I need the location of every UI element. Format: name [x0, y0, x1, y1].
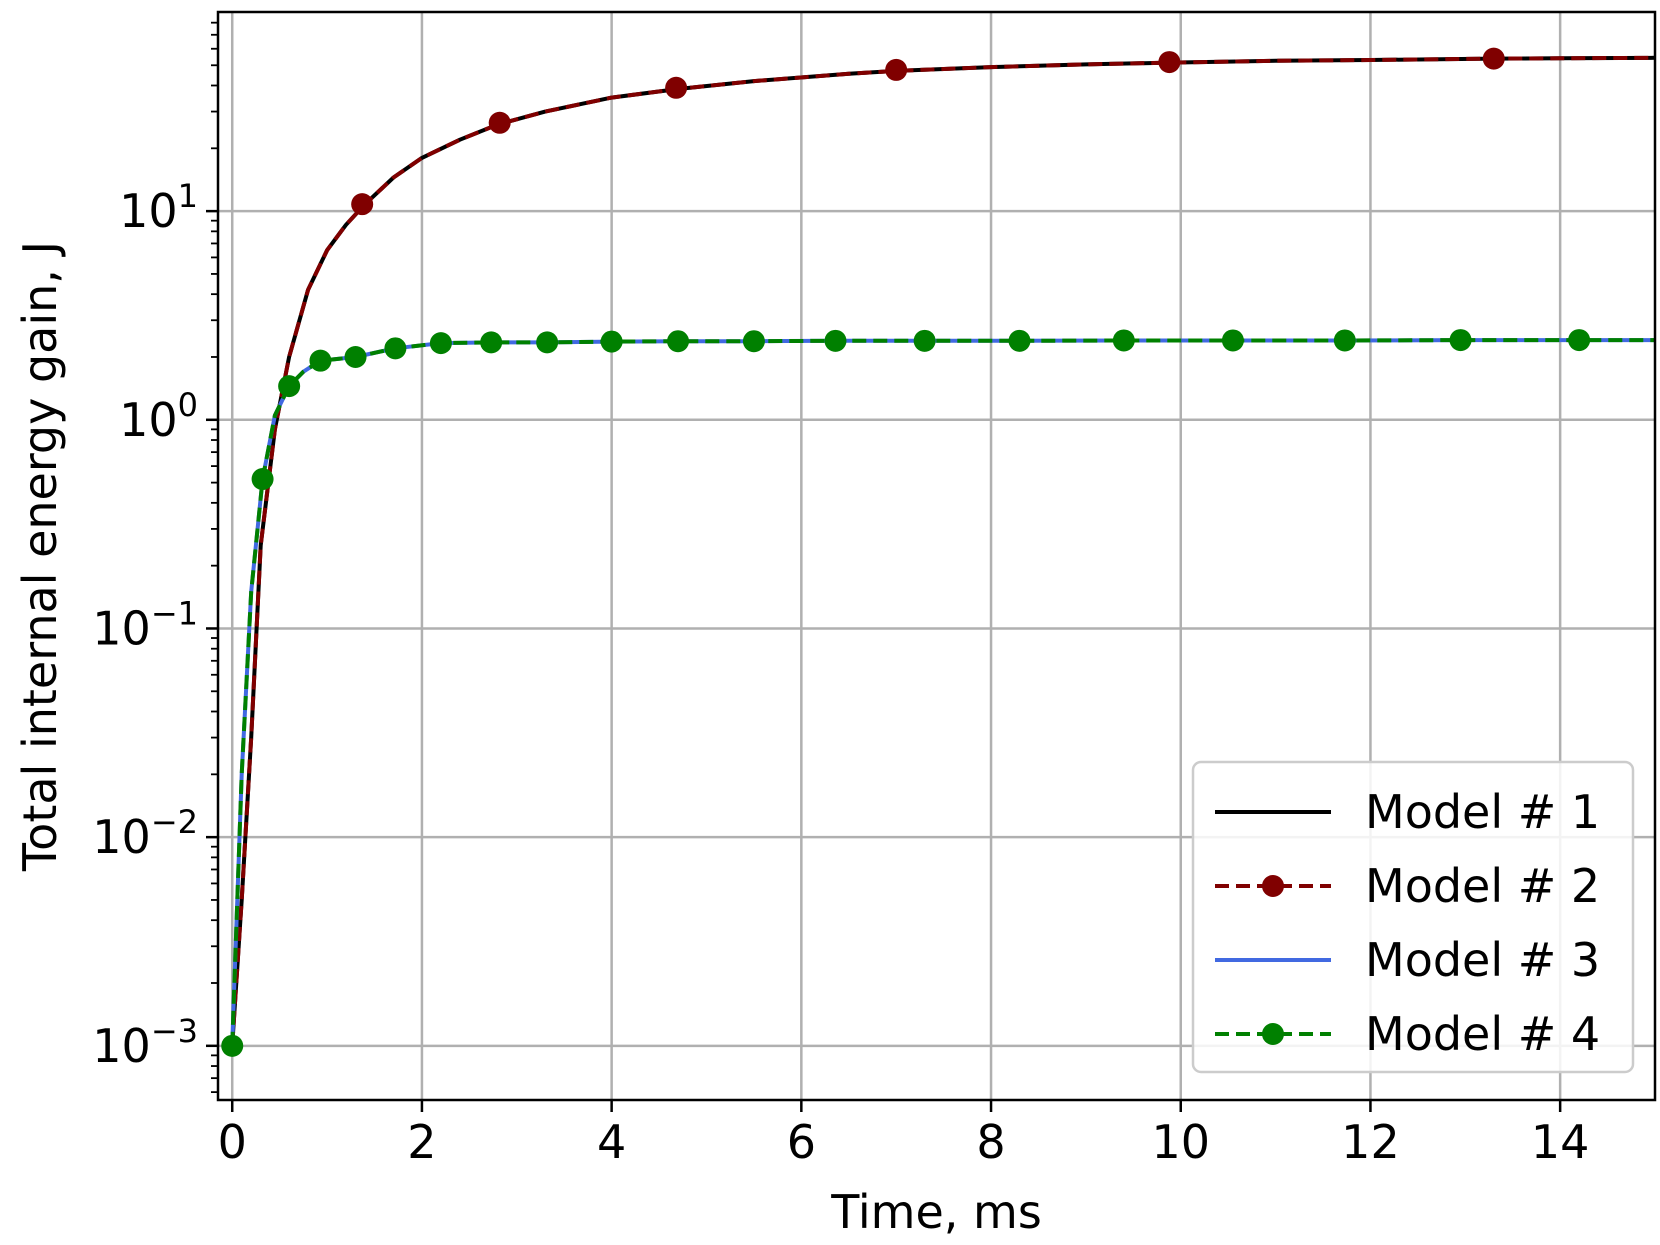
legend-label-1: Model # 1 [1365, 785, 1600, 839]
x-axis-label: Time, ms [830, 1185, 1042, 1239]
series-marker-2 [885, 58, 908, 81]
series-marker-4 [1568, 329, 1591, 352]
plot-frame [216, 10, 1657, 1102]
x-tick-label: 10 [1151, 1115, 1210, 1169]
series-marker-4 [913, 329, 936, 352]
series-marker-4 [221, 1034, 244, 1057]
plot-series [221, 47, 1656, 1057]
series-marker-4 [1112, 329, 1135, 352]
axis-ticks: 0 2 4 6 8 10 12 14 10−3 10−2 10−1 100 101 [92, 21, 1590, 1169]
series-marker-4 [824, 329, 847, 352]
legend-box [1191, 760, 1635, 1074]
x-tick-label: 12 [1341, 1115, 1400, 1169]
series-marker-4 [742, 330, 765, 353]
series-marker-2 [351, 193, 374, 216]
x-tick-label: 8 [976, 1115, 1005, 1169]
y-axis-label: Total internal energy gain, J [13, 241, 67, 872]
series-marker-4 [600, 330, 623, 353]
series-marker-4 [1008, 329, 1031, 352]
series-marker-2 [665, 76, 688, 99]
series-marker-4 [429, 332, 452, 355]
series-marker-4 [309, 349, 332, 372]
series-marker-2 [488, 111, 511, 134]
series-marker-4 [344, 345, 367, 368]
legend: Model # 1 Model # 2 Model # 3 Model # 4 [1191, 760, 1635, 1074]
legend-label-4: Model # 4 [1365, 1007, 1600, 1061]
series-marker-4 [1449, 329, 1472, 352]
series-marker-4 [536, 331, 559, 354]
y-tick-label: 100 [119, 386, 198, 447]
legend-label-2: Model # 2 [1365, 859, 1600, 913]
y-tick-label: 10−1 [92, 594, 198, 655]
y-tick-label: 10−2 [92, 803, 198, 864]
series-marker-2 [1158, 51, 1181, 74]
legend-marker-2 [1262, 875, 1284, 897]
series-marker-4 [1333, 329, 1356, 352]
series-marker-4 [1221, 329, 1244, 352]
x-tick-label: 0 [218, 1115, 247, 1169]
series-marker-4 [251, 468, 274, 491]
x-tick-label: 2 [407, 1115, 436, 1169]
y-tick-label: 101 [119, 177, 198, 238]
y-tick-label: 10−3 [92, 1012, 198, 1073]
series-marker-4 [384, 337, 407, 360]
x-tick-label: 4 [597, 1115, 626, 1169]
series-marker-4 [480, 331, 503, 354]
series-marker-4 [667, 330, 690, 353]
series-marker-4 [278, 375, 301, 398]
legend-marker-4 [1262, 1023, 1284, 1045]
series-marker-2 [1482, 47, 1505, 70]
x-tick-label: 6 [787, 1115, 816, 1169]
x-tick-label: 14 [1531, 1115, 1590, 1169]
legend-label-3: Model # 3 [1365, 933, 1600, 987]
